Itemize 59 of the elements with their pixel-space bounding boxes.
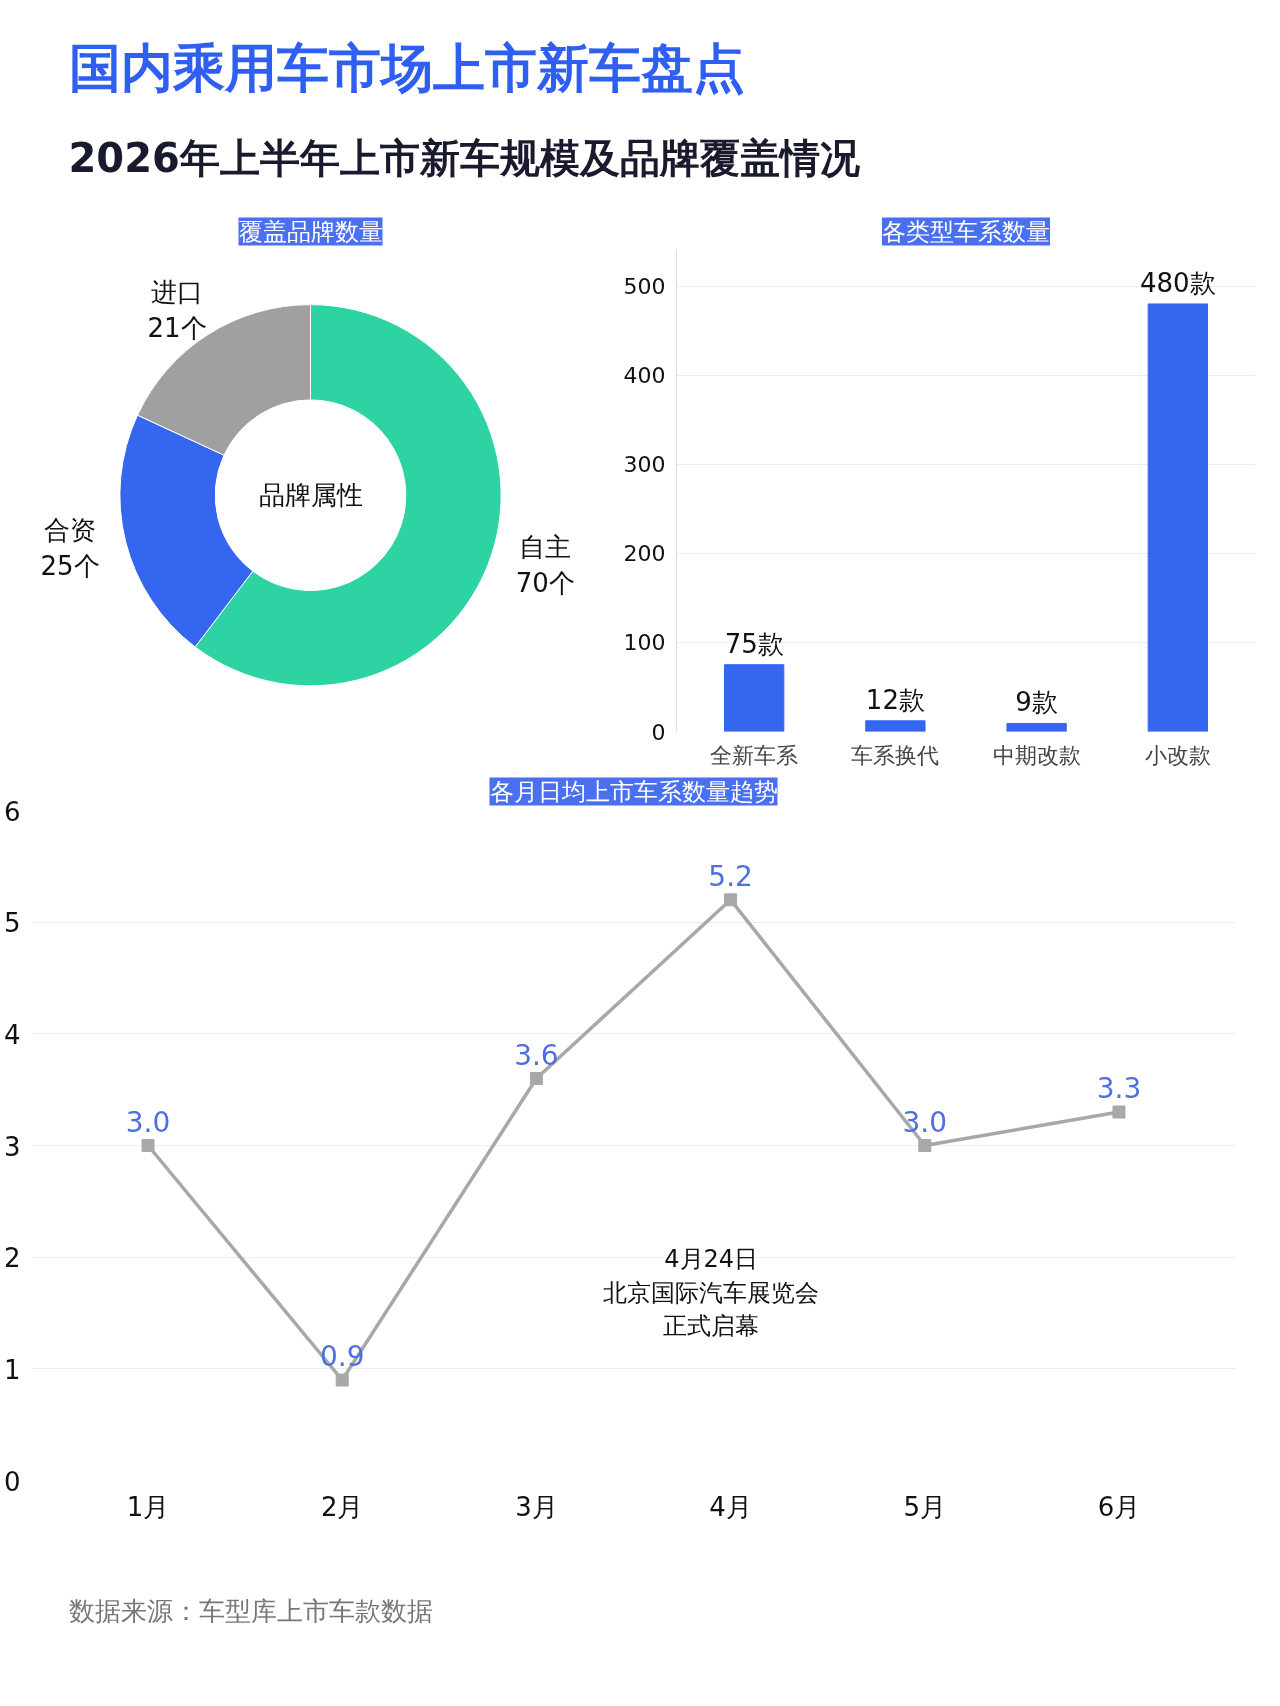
point xyxy=(918,1139,932,1152)
bar xyxy=(865,720,926,732)
x-tick-label: 中期改款 xyxy=(992,742,1081,768)
point xyxy=(529,1072,543,1085)
x-tick-label: 5月 xyxy=(903,1491,947,1522)
chart-title: 各月日均上市车系数量趋势 xyxy=(489,777,778,806)
y-tick-label: 0 xyxy=(651,719,666,745)
x-tick-label: 全新车系 xyxy=(710,742,799,768)
y-tick-label: 500 xyxy=(623,274,666,300)
data-label: 75款 xyxy=(724,628,784,659)
y-tick-label: 100 xyxy=(623,630,666,656)
slice-label: 自主 xyxy=(519,532,572,563)
x-tick-label: 6月 xyxy=(1097,1491,1141,1522)
data-label: 3.0 xyxy=(902,1105,948,1139)
text: 品牌属性 xyxy=(258,480,363,511)
data-label: 21个 xyxy=(147,313,207,344)
data-label: 3.6 xyxy=(514,1038,559,1072)
y-tick-label: 0 xyxy=(3,1466,21,1497)
x-tick-label: 车系换代 xyxy=(851,742,940,768)
source-note: 数据来源：车型库上市车款数据 xyxy=(68,1595,433,1626)
data-label: 9款 xyxy=(1015,687,1058,718)
data-label: 12款 xyxy=(865,684,925,715)
point xyxy=(335,1373,349,1387)
data-label: 0.9 xyxy=(319,1340,365,1373)
x-tick-label: 1月 xyxy=(126,1491,170,1522)
data-label: 5.2 xyxy=(708,859,753,893)
data-label: 25个 xyxy=(40,551,100,582)
point xyxy=(1112,1105,1126,1119)
annotation: 正式启幕 xyxy=(663,1312,760,1341)
x-tick-label: 3月 xyxy=(515,1491,558,1522)
annotation: 北京国际汽车展览会 xyxy=(603,1278,820,1307)
bar xyxy=(1006,722,1067,732)
data-label: 3.3 xyxy=(1096,1072,1142,1105)
data-label: 3.0 xyxy=(125,1105,171,1139)
y-tick-label: 300 xyxy=(623,452,666,478)
x-tick-label: 2月 xyxy=(320,1491,364,1522)
text: 2026年上半年上市新车规模及品牌覆盖情况 xyxy=(68,135,860,181)
annotation: 4月24日 xyxy=(664,1245,759,1274)
slice-label: 合资 xyxy=(44,515,97,546)
y-tick-label: 6 xyxy=(3,796,21,827)
chart-title: 各类型车系数量 xyxy=(882,217,1050,246)
chart-title: 覆盖品牌数量 xyxy=(238,217,383,246)
y-tick-label: 5 xyxy=(3,908,21,939)
text: 国内乘用车市场上市新车盘点 xyxy=(68,37,745,98)
y-tick-label: 4 xyxy=(3,1019,21,1050)
x-tick-label: 4月 xyxy=(709,1491,752,1522)
y-tick-label: 1 xyxy=(3,1354,21,1385)
data-label: 480款 xyxy=(1140,267,1216,298)
y-tick-label: 200 xyxy=(623,541,666,567)
point xyxy=(141,1139,155,1152)
y-tick-label: 400 xyxy=(623,363,666,389)
x-tick-label: 小改款 xyxy=(1144,742,1211,768)
data-label: 70个 xyxy=(515,568,575,599)
slice-label: 进口 xyxy=(151,277,204,308)
point xyxy=(724,893,738,907)
bar xyxy=(724,664,785,732)
bar xyxy=(1147,303,1208,732)
y-tick-label: 2 xyxy=(3,1243,21,1274)
y-tick-label: 3 xyxy=(3,1131,21,1162)
